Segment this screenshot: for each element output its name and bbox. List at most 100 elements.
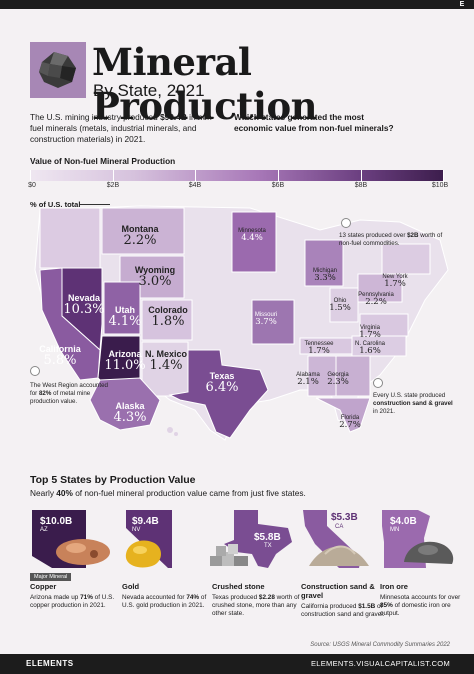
- card-shape: $5.3B CA: [301, 508, 389, 570]
- footer-url[interactable]: ELEMENTS.VISUALCAPITALIST.COM: [310, 659, 450, 668]
- scale-tickmark: [443, 170, 444, 184]
- label-colorado: Colorado 1.8%: [148, 305, 188, 329]
- note-13-states: 13 states produced over $2B worth of non…: [339, 232, 443, 247]
- intro-text: The U.S. mining industry produced $90.4B…: [30, 112, 215, 144]
- card-mineral-name: Iron ore: [380, 582, 408, 591]
- note-pickaxe-icon: [30, 366, 40, 376]
- card-shape: $9.4B NV: [122, 508, 210, 570]
- top5-card-nevada: $9.4B NV Gold Nevada accounted for 74% o…: [122, 508, 210, 610]
- label-pennsylvania: Pennsylvania 2.2%: [358, 292, 394, 307]
- top5-subtitle: Nearly 40% of non-fuel mineral productio…: [30, 488, 306, 498]
- copper-ore-icon: [56, 539, 110, 565]
- card-value: $10.0B: [40, 516, 73, 527]
- state-minnesota: [231, 211, 277, 273]
- label-wyoming: Wyoming 3.0%: [134, 265, 176, 289]
- state-utah: [103, 281, 141, 335]
- state-missouri: [251, 299, 295, 345]
- scale-tick-label: $0: [28, 182, 36, 189]
- label-minnesota: Minnesota 4.4%: [238, 228, 266, 243]
- iron-ore-icon: [404, 541, 454, 564]
- card-shape: $10.0B AZ: [30, 508, 118, 570]
- card-description: Minnesota accounts for over 85% of domes…: [380, 594, 461, 617]
- pct-total-label: % of U.S. total: [30, 200, 81, 209]
- top5-card-texas: $5.8B TX Crushed stone Texas produced $2…: [210, 508, 300, 618]
- card-mineral-name: Gold: [122, 582, 140, 591]
- note-sand-icon: [373, 378, 383, 388]
- label-tennessee: Tennessee 1.7%: [304, 341, 334, 356]
- label-georgia: Georgia 2.3%: [327, 372, 349, 387]
- footer-brand: ELEMENTS: [26, 659, 74, 668]
- scale-tick-label: $10B: [431, 182, 449, 189]
- state-pennsylvania: [357, 273, 403, 303]
- scale-tickmark: [113, 170, 114, 184]
- footer-bar: ELEMENTS ELEMENTS.VISUALCAPITALIST.COM: [0, 654, 474, 674]
- label-utah: Utah 4.1%: [108, 305, 142, 329]
- source-note: Source: USGS Mineral Commodity Summaries…: [310, 642, 450, 648]
- label-ohio: Ohio 1.5%: [329, 298, 351, 313]
- card-value: $5.8B: [254, 532, 281, 543]
- page-title: Mineral Production: [92, 40, 318, 128]
- scale-tick-label: $2B: [106, 182, 120, 189]
- label-new-mexico: N. Mexico 1.4%: [144, 349, 188, 373]
- question-text: Which states generated the most economic…: [234, 112, 394, 133]
- card-abbr: TX: [264, 543, 272, 549]
- label-arizona: Arizona 11.0%: [104, 349, 146, 373]
- scale-tickmark: [361, 170, 362, 184]
- state-hawaii: [174, 432, 178, 436]
- card-value: $5.3B: [331, 512, 358, 523]
- page-subtitle: By State, 2021: [93, 81, 205, 100]
- label-california: California 5.8%: [39, 344, 81, 368]
- state-florida: [315, 397, 371, 433]
- state-georgia: [335, 355, 371, 397]
- label-new-york: New York 1.7%: [382, 274, 408, 289]
- card-shape: $5.8B TX: [210, 508, 300, 570]
- card-description: California produced $1.5B of constructio…: [301, 603, 385, 618]
- scale-tick-label: $8B: [354, 182, 368, 189]
- elements-logo-icon: E: [459, 1, 465, 8]
- card-mineral-name: Construction sand & gravel: [301, 582, 375, 600]
- top5-card-arizona: $10.0B AZ Copper Arizona made up 71% of …: [30, 508, 118, 610]
- pct-leader-line: [80, 204, 110, 205]
- top5-title: Top 5 States by Production Value: [30, 474, 196, 486]
- top5-card-minnesota: $4.0B MN Iron ore Minnesota accounts for…: [380, 508, 468, 618]
- scale-title: Value of Non-fuel Mineral Production: [30, 156, 176, 166]
- state-north-carolina: [351, 335, 407, 357]
- label-nevada: Nevada 10.3%: [63, 293, 105, 317]
- scale-tick-label: $6B: [271, 182, 285, 189]
- card-abbr: MN: [390, 527, 400, 533]
- note-sand-gravel: Every U.S. state produced construction s…: [373, 392, 453, 415]
- card-description: Nevada accounted for 74% of U.S. gold pr…: [122, 594, 207, 609]
- color-scale-bar: [30, 170, 444, 181]
- card-description: Arizona made up 71% of U.S. copper produ…: [30, 594, 115, 609]
- card-description: Texas produced $2.28 worth of crushed st…: [212, 594, 300, 617]
- major-mineral-tag: Major Mineral: [30, 573, 72, 581]
- sand-pile-icon: [309, 545, 369, 566]
- state-hawaii: [167, 427, 173, 433]
- scale-tickmark: [278, 170, 279, 184]
- card-mineral-name: Crushed stone: [212, 582, 265, 591]
- label-florida: Florida 2.7%: [339, 415, 361, 430]
- label-michigan: Michigan 3.3%: [312, 268, 338, 283]
- card-abbr: CA: [335, 524, 344, 530]
- us-map: [34, 205, 449, 441]
- state-michigan: [304, 239, 344, 287]
- state-ohio: [329, 287, 359, 323]
- label-alabama: Alabama 2.1%: [296, 372, 320, 387]
- label-virginia: Virginia 1.7%: [359, 325, 381, 340]
- card-shape: $4.0B MN: [380, 508, 468, 570]
- card-abbr: AZ: [40, 527, 48, 533]
- state-alabama: [307, 355, 337, 397]
- label-texas: Texas 6.4%: [205, 371, 239, 395]
- card-value: $4.0B: [390, 516, 417, 527]
- card-value: $9.4B: [132, 516, 159, 527]
- top5-card-california: $5.3B CA Construction sand & gravel Cali…: [301, 508, 389, 619]
- scale-tick-label: $4B: [188, 182, 202, 189]
- state-new-mexico: [141, 341, 189, 397]
- scale-tickmark: [195, 170, 196, 184]
- note-dollar-icon: [341, 218, 351, 228]
- state-new-york: [381, 243, 431, 275]
- state-alaska: [89, 377, 161, 431]
- scale-tickmark: [30, 170, 31, 184]
- crushed-stone-icon: [210, 544, 248, 566]
- label-alaska: Alaska 4.3%: [113, 401, 147, 425]
